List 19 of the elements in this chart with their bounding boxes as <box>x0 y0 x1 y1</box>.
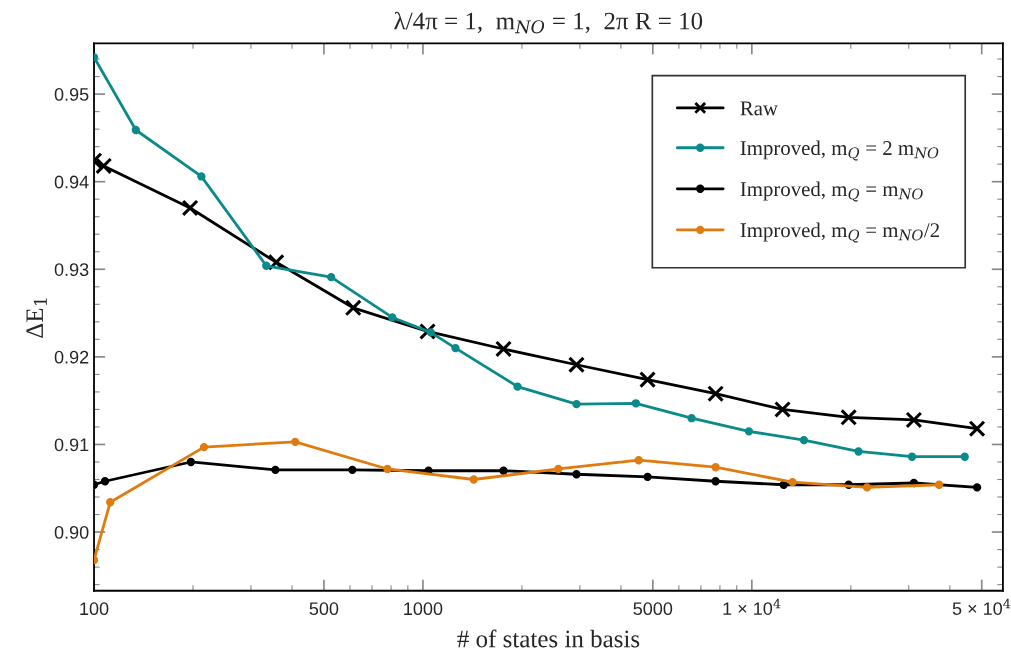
legend-label: Improved, m$_{Q}$ = m$_{NO}$/2 <box>740 222 939 243</box>
x-tick-label: 1000 <box>404 602 443 616</box>
x-tick-label: 5000 <box>633 602 673 616</box>
y-axis-title: ΔE$_{1}$ <box>26 298 47 338</box>
y-tick-label: 0.94 <box>54 175 89 189</box>
y-tick-label: 0.95 <box>54 88 89 101</box>
x-tick-label: 100 <box>80 602 109 616</box>
y-tick-label: 0.90 <box>54 525 89 539</box>
y-tick-label: 0.93 <box>54 263 89 276</box>
y-tick-label: 0.92 <box>54 350 89 364</box>
x-axis-title: # of states in basis <box>457 629 640 648</box>
chart-title: λ/4π = 1, m$_{NO}$ = 1, 2π R = 10 <box>394 11 703 34</box>
x-tick-label: 1 × 10$^{4}$ <box>723 598 781 615</box>
x-tick-label: 500 <box>309 602 339 616</box>
legend-label: Improved, m$_{Q}$ = m$_{NO}$ <box>740 181 923 202</box>
legend-label: Improved, m$_{Q}$ = 2 m$_{NO}$ <box>740 140 939 161</box>
legend-label: Raw <box>740 101 778 116</box>
x-tick-label: 5 × 10$^{4}$ <box>952 598 1011 615</box>
y-tick-label: 0.91 <box>54 438 89 452</box>
